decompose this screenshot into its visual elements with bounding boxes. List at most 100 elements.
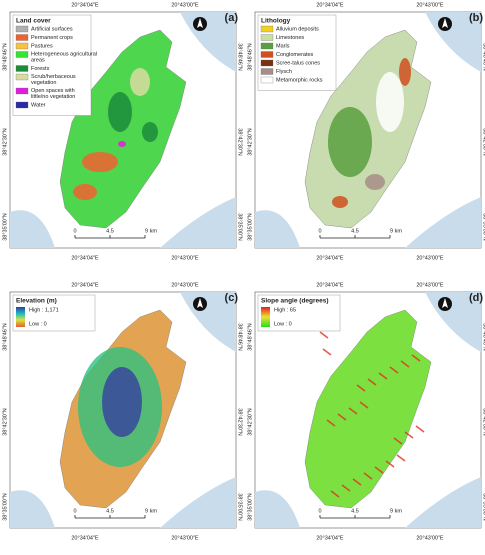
legend-swatch xyxy=(260,51,274,58)
latitude-label: 38°35'00"N xyxy=(482,213,485,241)
scale-label: 9 km xyxy=(145,228,157,234)
litho-patch xyxy=(399,58,411,86)
latitude-label: 38°42'30"N xyxy=(2,128,8,156)
legend-title: Land cover xyxy=(16,18,51,25)
legend-label: Marls xyxy=(276,43,290,49)
slope-streak xyxy=(319,331,329,339)
latitude-label: 38°35'00"N xyxy=(237,493,243,521)
latitude-label: 38°35'00"N xyxy=(247,213,253,241)
slope-streak xyxy=(396,454,406,462)
latitude-label: 38°42'30"N xyxy=(247,408,253,436)
map-panel: 20°34'04"E 20°34'04"E 20°43'00"E 20°43'00"E… xyxy=(247,282,485,541)
slope-streak xyxy=(322,348,332,356)
land-patch xyxy=(142,122,158,142)
map-panel: 20°34'04"E 20°34'04"E 20°43'00"E 20°43'00"E… xyxy=(247,2,485,261)
legend-ramp xyxy=(261,307,270,327)
slope-streak xyxy=(400,360,410,368)
latitude-label: 38°42'30"N xyxy=(482,408,485,436)
legend-swatch xyxy=(15,87,29,95)
legend-swatch xyxy=(15,25,29,33)
slope-streak xyxy=(337,413,347,421)
panel-letter: (b) xyxy=(469,12,483,24)
latitude-label: 38°35'00"N xyxy=(482,493,485,521)
coastline xyxy=(160,477,236,528)
slope-streak xyxy=(341,484,351,492)
scale-label: 4.5 xyxy=(106,228,114,234)
scale-label: 0 xyxy=(318,508,321,514)
slope-streak xyxy=(363,472,373,480)
legend-label: Scrub/herbaceous vegetation xyxy=(31,74,76,86)
latitude-label: 38°48'46"N xyxy=(482,43,485,71)
coastline xyxy=(10,490,55,528)
litho-patch xyxy=(328,107,372,177)
legend-title: Slope angle (degrees) xyxy=(261,298,329,305)
latitude-label: 38°48'46"N xyxy=(237,323,243,351)
legend-label: Forests xyxy=(31,66,50,72)
coastline xyxy=(405,477,481,528)
land-patch xyxy=(130,68,150,96)
scale-label: 4.5 xyxy=(351,508,359,514)
longitude-label: 20°43'00"E xyxy=(416,2,444,8)
legend-label: Limestones xyxy=(276,35,304,41)
map-panel: 20°34'04"E 20°34'04"E 20°43'00"E 20°43'00"E… xyxy=(2,2,242,261)
legend-label: Heterogeneous agricultural areas xyxy=(31,52,97,64)
latitude-label: 38°42'30"N xyxy=(482,128,485,156)
longitude-label: 20°43'00"E xyxy=(416,255,444,261)
island xyxy=(304,309,432,509)
latitude-label: 38°35'00"N xyxy=(237,213,243,241)
legend-swatch xyxy=(15,42,29,50)
slope-streak xyxy=(348,407,358,415)
litho-patch xyxy=(376,72,404,132)
slope-streak xyxy=(385,460,395,468)
slope-streak xyxy=(367,378,377,386)
longitude-label: 20°34'04"E xyxy=(316,282,344,288)
litho-patch xyxy=(365,174,385,190)
legend-label: Metamorphic rocks xyxy=(276,77,323,83)
latitude-label: 38°35'00"N xyxy=(2,493,8,521)
slope-streak xyxy=(374,466,384,474)
legend-swatch xyxy=(260,25,274,33)
panel-letter: (d) xyxy=(469,292,483,304)
legend-title: Lithology xyxy=(261,18,291,25)
longitude-label: 20°43'00"E xyxy=(416,282,444,288)
scale-label: 9 km xyxy=(145,508,157,514)
longitude-label: 20°43'00"E xyxy=(171,255,199,261)
slope-streak xyxy=(359,401,369,409)
scale-label: 0 xyxy=(73,508,76,514)
map-panel: 20°34'04"E 20°34'04"E 20°43'00"E 20°43'00"E… xyxy=(2,282,242,541)
legend-label: Scree-talus cones xyxy=(276,60,320,66)
scale-label: 0 xyxy=(318,228,321,234)
land-patch xyxy=(73,184,97,200)
longitude-label: 20°34'04"E xyxy=(71,282,99,288)
latitude-label: 38°35'00"N xyxy=(2,213,8,241)
legend-box xyxy=(12,294,96,332)
legend-swatch xyxy=(15,34,29,41)
latitude-label: 38°48'46"N xyxy=(2,43,8,71)
slope-streak xyxy=(378,372,388,380)
legend-low: Low : 0 xyxy=(274,321,292,327)
scale-label: 4.5 xyxy=(106,508,114,514)
slope-streak xyxy=(389,366,399,374)
legend-swatch xyxy=(15,101,29,109)
slope-streak xyxy=(404,431,414,439)
legend-high: High : 65 xyxy=(274,307,296,313)
slope-streak xyxy=(415,425,425,433)
north-arrow xyxy=(197,18,203,28)
latitude-label: 38°42'30"N xyxy=(247,128,253,156)
latitude-label: 38°42'30"N xyxy=(237,408,243,436)
latitude-label: 38°35'00"N xyxy=(247,493,253,521)
longitude-label: 20°43'00"E xyxy=(171,535,199,541)
litho-patch xyxy=(332,196,348,208)
land-patch xyxy=(118,141,126,147)
latitude-label: 38°48'46"N xyxy=(237,43,243,71)
scale-label: 0 xyxy=(73,228,76,234)
legend-label: Water xyxy=(31,102,46,108)
scale-label: 4.5 xyxy=(351,228,359,234)
slope-streak xyxy=(356,384,366,392)
latitude-label: 38°48'46"N xyxy=(2,323,8,351)
legend-label: Conglomerates xyxy=(276,52,314,58)
latitude-label: 38°42'30"N xyxy=(2,408,8,436)
legend-title: Elevation (m) xyxy=(16,298,57,305)
coastline xyxy=(255,490,300,528)
